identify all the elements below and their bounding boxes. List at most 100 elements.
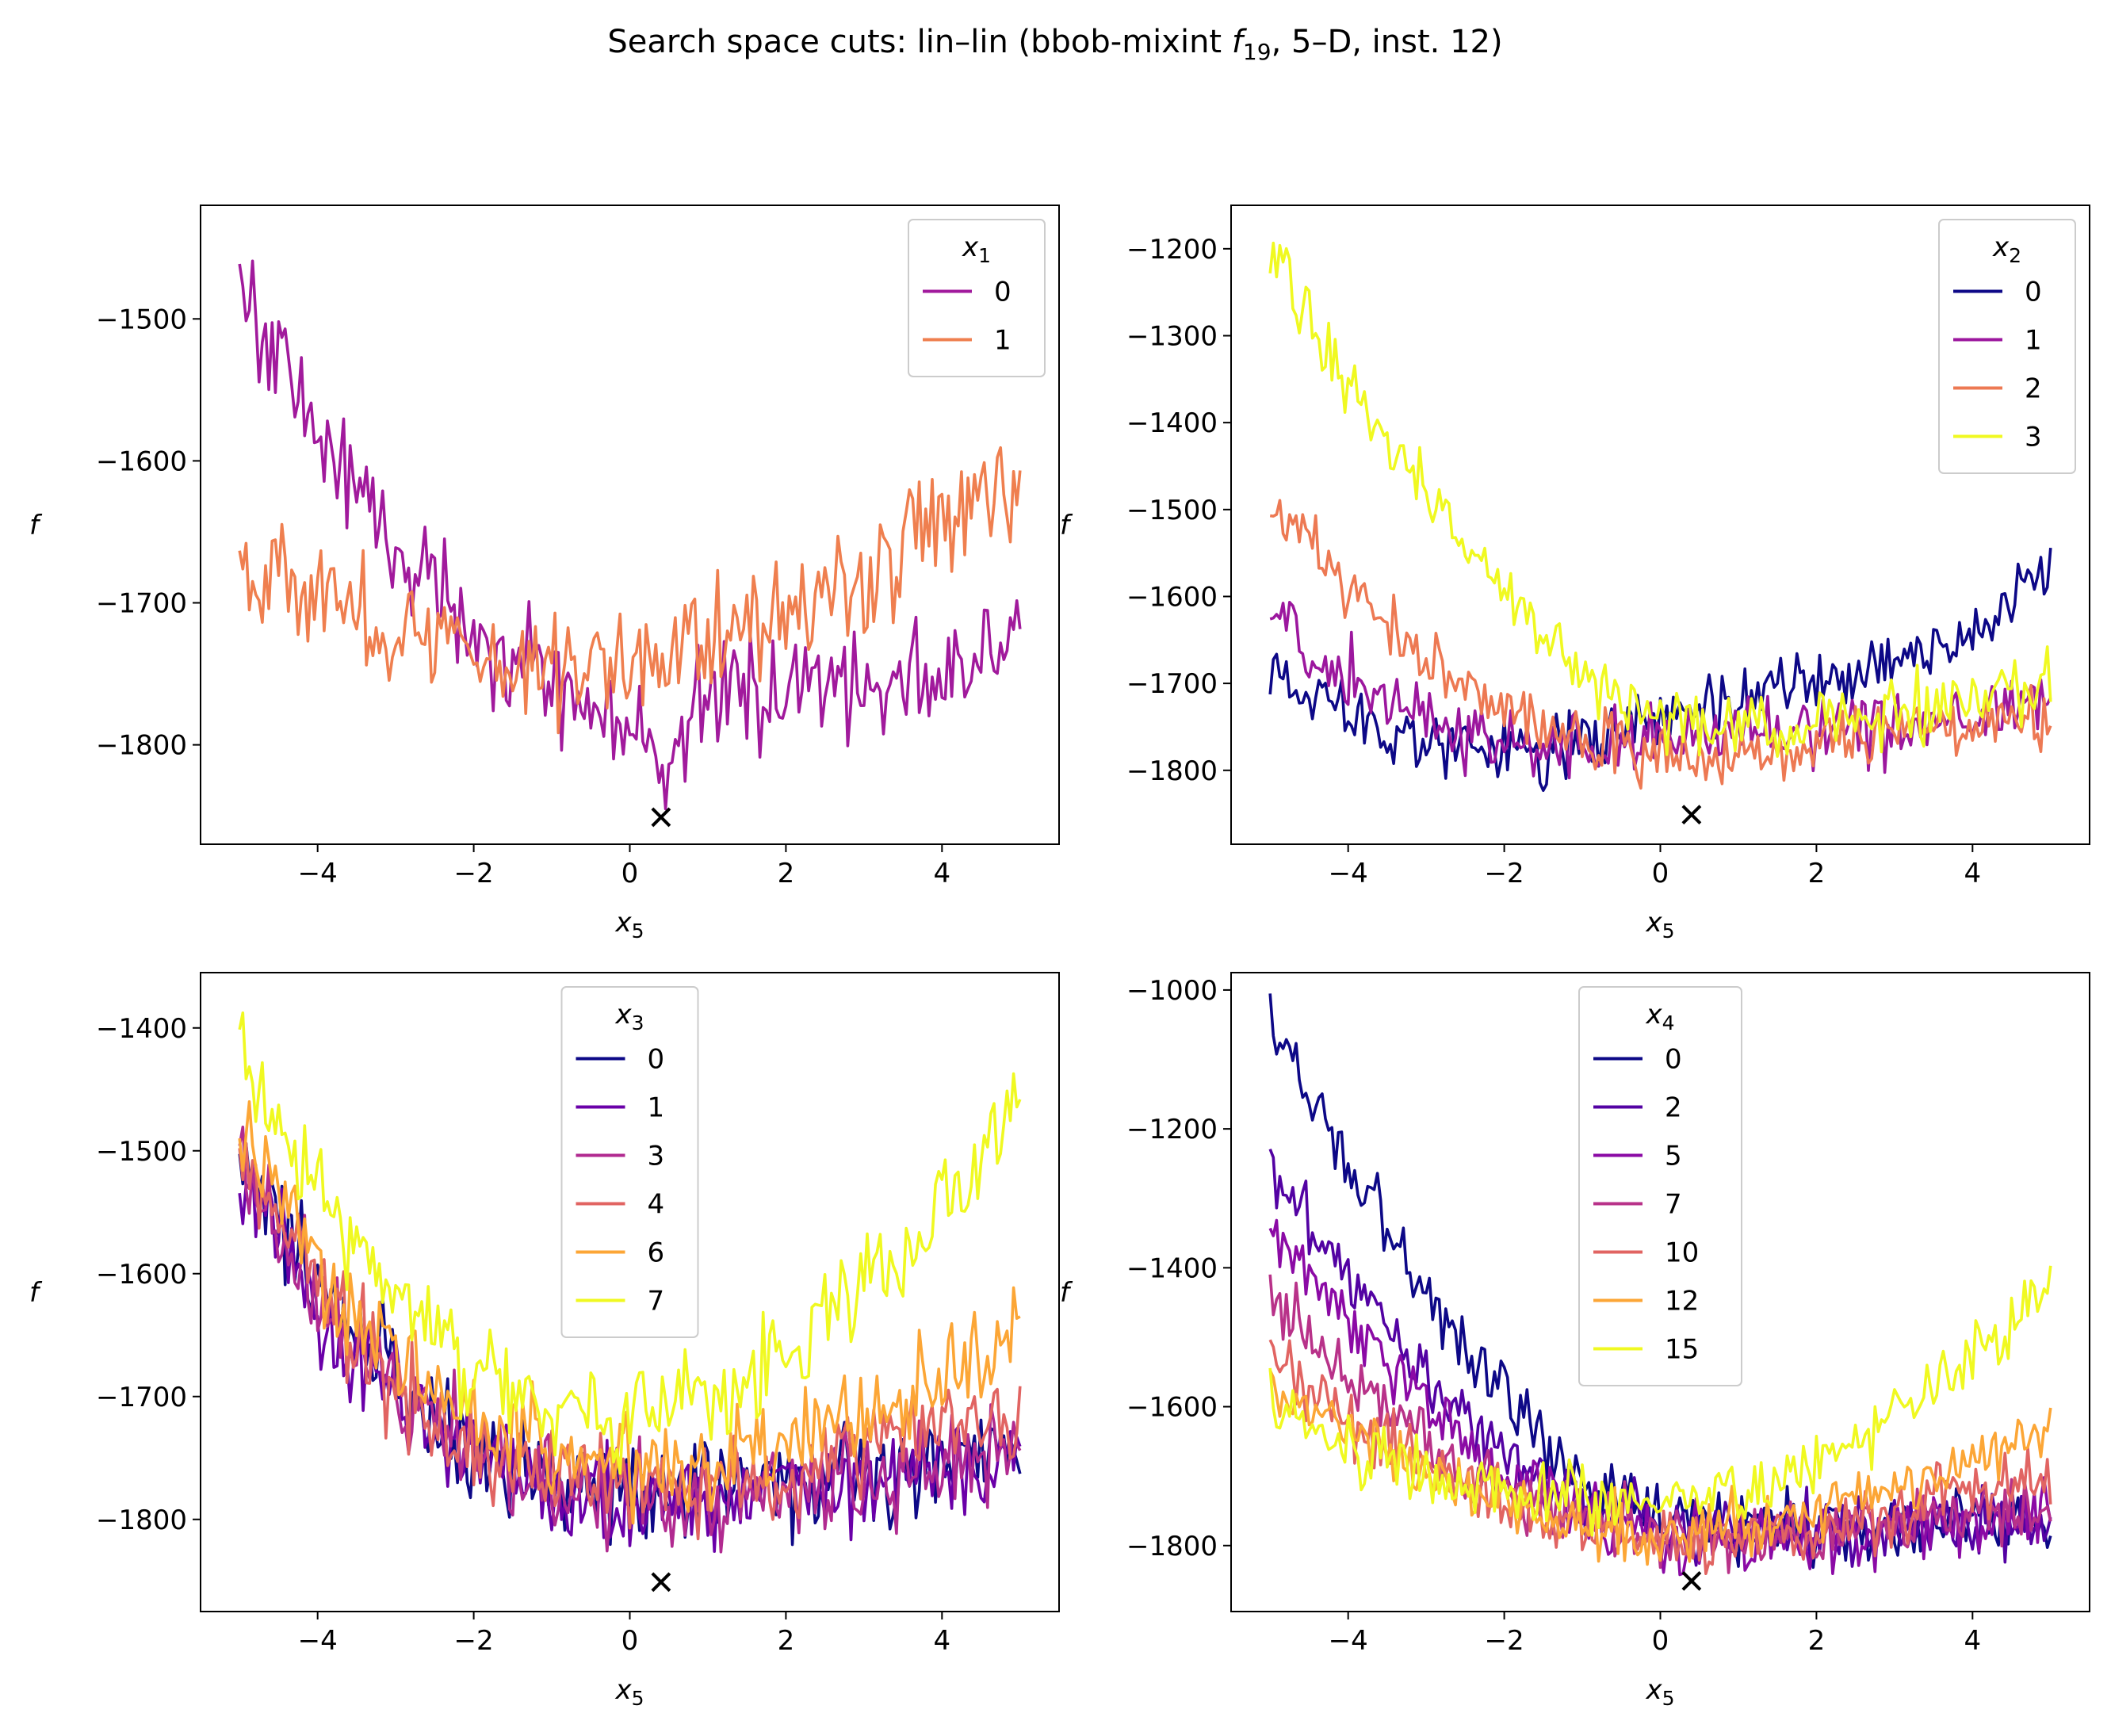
y-axis-label: f (1060, 510, 1073, 541)
x-tick-label: −2 (1485, 1625, 1524, 1657)
legend-title: x1 (962, 231, 991, 267)
y-tick-label: −1700 (96, 588, 187, 620)
y-tick-label: −1600 (1126, 1392, 1218, 1424)
legend-box (560, 986, 699, 1338)
x-axis-label: x5 (614, 907, 644, 943)
series-line-7 (1268, 1274, 2052, 1574)
legend: x30 1 3 4 6 7 (560, 986, 699, 1338)
legend-title: x3 (614, 999, 644, 1034)
legend-label: 1 (994, 325, 1012, 357)
x-tick-label: 0 (621, 858, 639, 889)
legend-box (1938, 219, 2076, 474)
series-line-0 (1268, 547, 2052, 793)
y-tick-label: −1400 (1126, 1252, 1218, 1284)
y-tick-label: −1800 (1126, 1531, 1218, 1562)
series-line-6 (238, 1100, 1021, 1525)
x-tick-label: −2 (1485, 858, 1524, 889)
y-tick-label: −1600 (96, 1259, 187, 1291)
minimum-marker (1681, 1571, 1702, 1591)
y-tick-label: −1500 (1126, 495, 1218, 526)
x-tick-label: 2 (1808, 1625, 1826, 1657)
x-tick-label: 4 (1964, 1625, 1981, 1657)
series-group (238, 259, 1022, 811)
x-tick-label: 2 (1808, 858, 1826, 889)
y-axis-label: f (29, 1277, 43, 1309)
y-axis-label: f (1060, 1277, 1073, 1309)
subplot-3: −4 −2 0 2 4−1800−1700−1600−1500−1400x5fx3013… (29, 972, 1060, 1710)
legend-title: x2 (1992, 231, 2021, 267)
legend-label: 6 (648, 1237, 665, 1269)
subplot-2: −4 −2 0 2 4 −1800 −1700 −1600 −1500 −1400 −1300 −12… (1060, 205, 2090, 943)
series-line-12 (1268, 1369, 2052, 1566)
legend-label: 2 (1665, 1092, 1682, 1124)
legend-label: 7 (1665, 1189, 1682, 1221)
legend-box (908, 219, 1046, 377)
x-axis-label: x5 (1645, 1674, 1674, 1710)
legend-label: 1 (2025, 325, 2042, 357)
legend-title: x4 (1645, 999, 1674, 1034)
legend-label: 10 (1665, 1237, 1699, 1269)
y-tick-label: −1700 (1126, 668, 1218, 700)
x-tick-label: −4 (298, 858, 338, 889)
series-group (238, 1011, 1022, 1554)
legend-label: 4 (648, 1189, 665, 1221)
y-tick-label: −1600 (96, 445, 187, 477)
y-tick-label: −1800 (96, 730, 187, 762)
x-axis-label: x5 (614, 1674, 644, 1710)
minimum-marker (651, 1572, 671, 1593)
series-line-1 (238, 445, 1022, 735)
legend-label: 1 (648, 1092, 665, 1124)
legend-label: 0 (2025, 277, 2042, 308)
x-tick-label: −4 (298, 1625, 338, 1657)
legend-label: 0 (994, 277, 1012, 308)
x-tick-label: 4 (933, 1625, 950, 1657)
legend-label: 0 (1665, 1044, 1682, 1076)
y-tick-label: −1000 (1126, 975, 1218, 1007)
legend-label: 5 (1665, 1141, 1682, 1172)
series-group (1268, 241, 2052, 793)
legend-label: 15 (1665, 1334, 1699, 1366)
x-tick-label: −2 (454, 1625, 494, 1657)
y-tick-label: −1200 (1126, 1114, 1218, 1145)
y-tick-label: −1300 (1126, 320, 1218, 352)
x-tick-label: 0 (1652, 1625, 1669, 1657)
x-tick-label: −4 (1329, 858, 1368, 889)
y-tick-label: −1400 (1126, 407, 1218, 439)
y-tick-label: −1400 (96, 1013, 187, 1045)
x-axis-label: x5 (1645, 907, 1674, 943)
y-axis-label: f (29, 510, 43, 541)
x-tick-label: −2 (454, 858, 494, 889)
legend: x4 0 2 5 7 10 12 15 (1578, 986, 1742, 1386)
subplot-4: −4 −2 0 2 4 −1800 −1600 −1400 −1200 −1000 x5 f x4 0 2 5… (1060, 972, 2090, 1710)
x-tick-label: 0 (1652, 858, 1669, 889)
legend-label: 3 (2025, 422, 2042, 453)
legend-box (1578, 986, 1742, 1386)
legend-label: 2 (2025, 373, 2042, 405)
y-tick-label: −1500 (96, 1136, 187, 1168)
series-line-7 (238, 1011, 1022, 1475)
series-line-0 (238, 259, 1022, 811)
y-tick-label: −1500 (96, 304, 187, 335)
series-line-3 (1268, 241, 2052, 759)
legend-label: 3 (648, 1141, 665, 1172)
legend-label: 0 (648, 1044, 665, 1076)
y-tick-label: −1200 (1126, 234, 1218, 266)
legend: x20 1 2 3 (1938, 219, 2076, 474)
series-group (1268, 993, 2052, 1577)
x-tick-label: 2 (778, 858, 795, 889)
legend-label: 7 (648, 1286, 665, 1317)
x-tick-label: 4 (933, 858, 950, 889)
y-tick-label: −1800 (1126, 755, 1218, 787)
x-tick-label: 0 (621, 1625, 639, 1657)
series-line-0 (1268, 993, 2052, 1570)
x-tick-label: 4 (1964, 858, 1981, 889)
x-tick-label: 2 (778, 1625, 795, 1657)
legend-label: 12 (1665, 1286, 1699, 1317)
series-line-15 (1268, 1265, 2052, 1537)
minimum-marker (651, 807, 671, 828)
x-tick-label: −4 (1329, 1625, 1368, 1657)
minimum-marker (1681, 805, 1702, 825)
